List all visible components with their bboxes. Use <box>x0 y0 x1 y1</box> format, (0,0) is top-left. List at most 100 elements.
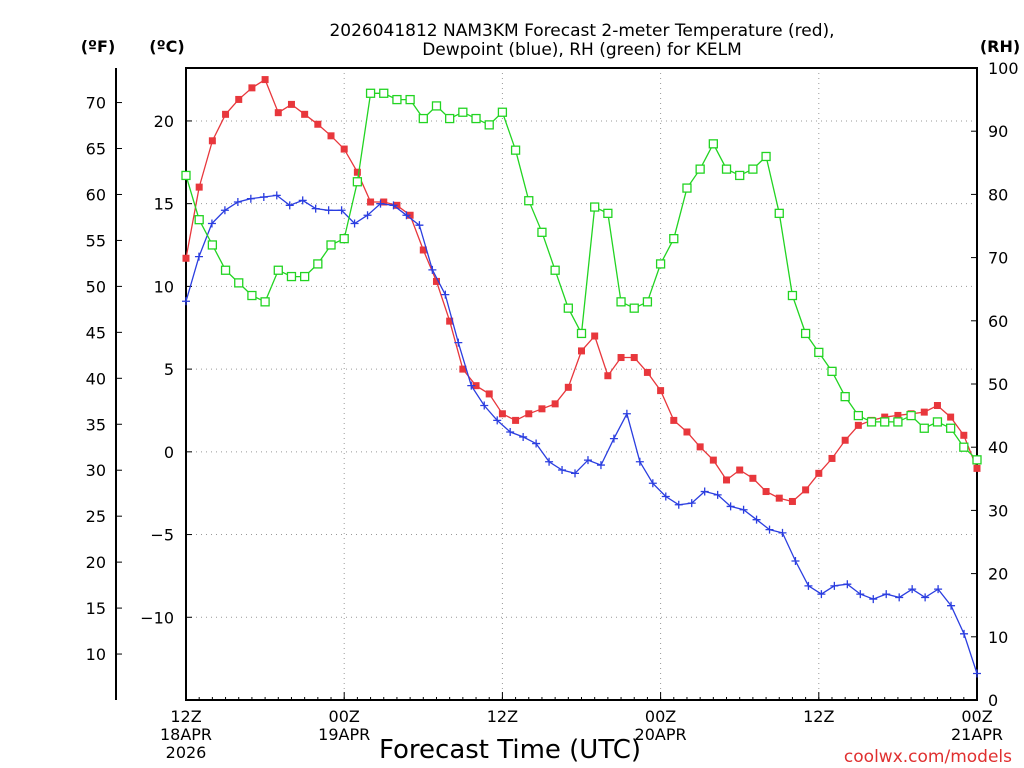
dewpoint-point <box>934 585 943 594</box>
rh-point <box>972 455 982 465</box>
temperature-point <box>538 405 546 413</box>
rh-point <box>748 164 758 174</box>
rh-point <box>392 94 402 105</box>
rh-point <box>247 290 257 301</box>
rh-point <box>313 259 323 269</box>
rh-point <box>379 88 389 98</box>
temperature-point <box>419 246 427 254</box>
rh-point <box>365 88 376 98</box>
temperature-point <box>788 497 796 505</box>
rh-point <box>629 303 639 313</box>
rh-tick-label: 80 <box>988 185 1008 204</box>
temperature-point <box>380 198 388 206</box>
rh-point <box>194 215 204 225</box>
dewpoint-point <box>441 290 450 299</box>
dewpoint-point <box>467 381 476 390</box>
temperature-point <box>551 400 559 408</box>
series-line <box>185 194 978 674</box>
temperature-point <box>749 474 757 482</box>
rh-point <box>959 442 969 452</box>
dewpoint-point <box>609 434 618 443</box>
temperature-point <box>643 368 651 376</box>
rh-point <box>537 227 547 237</box>
credit-link[interactable]: coolwx.com/models <box>844 747 1012 767</box>
temperature-point <box>235 95 243 103</box>
dewpoint-point <box>674 500 683 509</box>
dewpoint-point <box>661 492 670 501</box>
dewpoint-point <box>545 457 554 466</box>
dewpoint-point <box>765 525 774 534</box>
dewpoint-point <box>402 211 411 220</box>
series-1 <box>182 191 981 678</box>
fahrenheit-tick-label: 15 <box>86 599 106 618</box>
rh-point <box>181 170 191 181</box>
rh-point <box>260 297 270 307</box>
dewpoint-point <box>726 502 735 511</box>
rh-point <box>932 417 943 427</box>
dewpoint-point <box>921 593 930 602</box>
temperature-point <box>775 494 783 502</box>
rh-point <box>853 410 863 421</box>
rh-point <box>352 177 363 187</box>
rh-point <box>286 271 297 282</box>
dewpoint-point <box>882 590 891 599</box>
rh-point <box>590 202 600 212</box>
fahrenheit-tick-label: 70 <box>86 94 106 113</box>
rh-point <box>550 265 560 275</box>
time-tick-label: 18APR <box>160 725 212 744</box>
dewpoint-point <box>363 211 372 220</box>
temperature-point <box>578 347 585 355</box>
dewpoint-point <box>182 297 190 306</box>
plot-frame <box>185 67 978 701</box>
dewpoint-point <box>804 581 813 590</box>
temperature-point <box>709 456 717 464</box>
fahrenheit-tick-label: 65 <box>86 140 106 159</box>
temperature-point <box>881 413 889 421</box>
temperature-point <box>802 486 810 494</box>
chart-title-line-1: 2026041812 NAM3KM Forecast 2-meter Tempe… <box>329 21 834 41</box>
temperature-point <box>248 84 256 92</box>
rh-tick-label: 100 <box>988 59 1019 78</box>
dewpoint-point <box>480 401 489 410</box>
temperature-point <box>301 110 309 118</box>
rh-tick-label: 10 <box>988 628 1008 647</box>
temperature-point <box>498 410 506 418</box>
temperature-point <box>828 454 836 462</box>
celsius-tick-label: 20 <box>154 112 174 131</box>
fahrenheit-tick-label: 50 <box>86 277 106 296</box>
rh-point <box>326 240 336 250</box>
rh-point <box>220 265 231 275</box>
dewpoint-point <box>506 427 515 436</box>
time-tick-label: 12Z <box>170 707 201 726</box>
dewpoint-point <box>376 199 385 208</box>
dewpoint-point <box>272 191 281 200</box>
rh-point <box>431 101 442 111</box>
rh-tick-label: 20 <box>988 565 1008 584</box>
temperature-point <box>591 332 599 340</box>
dewpoint-point <box>973 669 981 678</box>
dewpoint-point <box>519 432 528 441</box>
rh-point <box>655 259 666 269</box>
time-tick-label: 19APR <box>318 725 370 744</box>
rh-point <box>735 170 745 181</box>
temperature-point <box>564 383 572 391</box>
temperature-point <box>960 431 968 439</box>
temperature-point <box>854 421 862 429</box>
dewpoint-point <box>389 201 398 210</box>
rh-point <box>800 328 811 339</box>
rh-point <box>603 208 613 219</box>
temperature-point <box>432 277 440 285</box>
dewpoint-point <box>220 206 229 215</box>
rh-point <box>234 278 244 288</box>
dewpoint-point <box>908 585 917 594</box>
celsius-tick-label: 15 <box>154 195 174 214</box>
rh-tick-label: 60 <box>988 312 1008 331</box>
rh-point <box>273 265 283 275</box>
celsius-tick-label: 0 <box>164 443 174 462</box>
time-tick-label: 21APR <box>951 725 1003 744</box>
temperature-point <box>947 413 955 421</box>
rh-point <box>866 417 877 427</box>
dewpoint-point <box>298 196 307 205</box>
